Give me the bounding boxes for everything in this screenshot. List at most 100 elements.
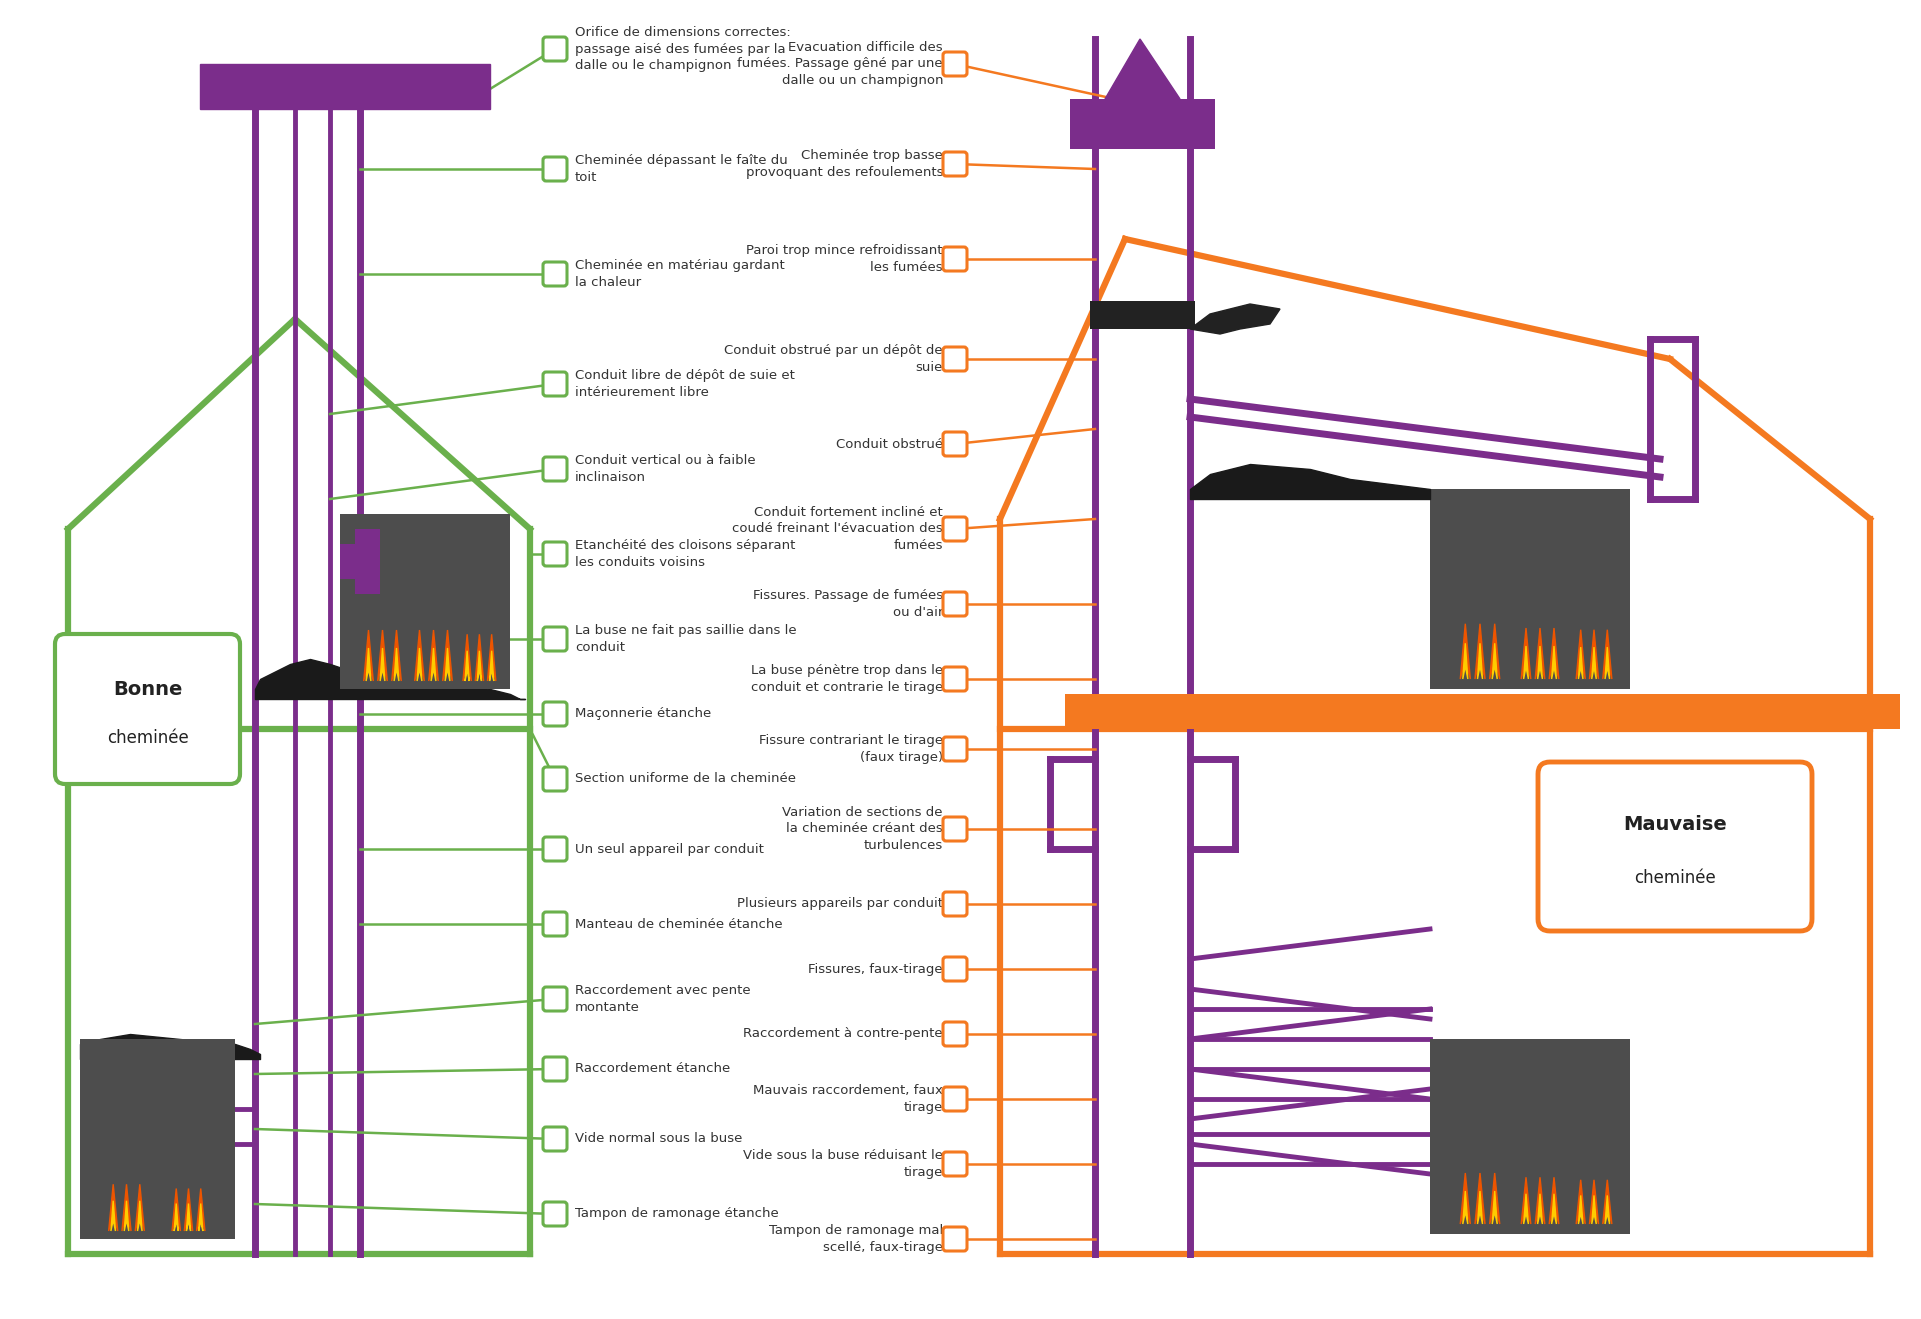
Polygon shape [446, 648, 450, 681]
FancyBboxPatch shape [943, 152, 966, 175]
Polygon shape [121, 1184, 131, 1231]
Bar [355, 529, 380, 594]
Text: Mauvais raccordement, faux
tirage: Mauvais raccordement, faux tirage [753, 1084, 943, 1113]
Text: cheminée: cheminée [1635, 869, 1715, 888]
Polygon shape [134, 1184, 144, 1231]
Polygon shape [1579, 1195, 1583, 1224]
Bar [200, 65, 490, 109]
Polygon shape [1493, 1191, 1496, 1224]
Polygon shape [476, 650, 482, 681]
Polygon shape [1593, 648, 1596, 679]
FancyBboxPatch shape [943, 892, 966, 915]
Polygon shape [196, 1188, 206, 1231]
Bar [81, 1039, 234, 1239]
Text: Cheminée en matériau gardant
la chaleur: Cheminée en matériau gardant la chaleur [574, 260, 786, 289]
Polygon shape [1593, 1195, 1596, 1224]
Polygon shape [175, 1203, 179, 1231]
Polygon shape [488, 634, 496, 681]
FancyBboxPatch shape [943, 1087, 966, 1111]
Text: Fissures. Passage de fumées
ou d'air: Fissures. Passage de fumées ou d'air [753, 590, 943, 619]
FancyBboxPatch shape [943, 247, 966, 270]
Polygon shape [109, 1184, 117, 1231]
Bar [1064, 694, 1900, 729]
Polygon shape [392, 630, 401, 681]
Polygon shape [1489, 1173, 1500, 1224]
Text: Maçonnerie étanche: Maçonnerie étanche [574, 707, 711, 720]
Polygon shape [380, 648, 384, 681]
Bar [1429, 489, 1631, 689]
Polygon shape [1589, 1179, 1598, 1224]
Text: Manteau de cheminée étanche: Manteau de cheminée étanche [574, 918, 782, 930]
Polygon shape [1579, 648, 1583, 679]
Polygon shape [111, 1200, 115, 1231]
Text: Conduit vertical ou à faible
inclinaison: Conduit vertical ou à faible inclinaison [574, 454, 755, 484]
Polygon shape [415, 630, 425, 681]
Polygon shape [1462, 1191, 1468, 1224]
FancyBboxPatch shape [943, 592, 966, 616]
FancyBboxPatch shape [544, 157, 567, 181]
Text: cheminée: cheminée [108, 728, 188, 747]
FancyBboxPatch shape [544, 838, 567, 861]
FancyBboxPatch shape [544, 702, 567, 725]
FancyBboxPatch shape [943, 1151, 966, 1177]
FancyBboxPatch shape [943, 1022, 966, 1046]
Bar [1070, 99, 1214, 149]
Polygon shape [1535, 628, 1544, 679]
FancyBboxPatch shape [544, 37, 567, 61]
Bar [1429, 1039, 1631, 1235]
FancyBboxPatch shape [544, 627, 567, 652]
Polygon shape [1189, 303, 1279, 334]
Polygon shape [1460, 624, 1470, 679]
Polygon shape [1460, 1173, 1470, 1224]
Polygon shape [1523, 1194, 1529, 1224]
Text: Conduit fortement incliné et
coudé freinant l'évacuation des
fumées: Conduit fortement incliné et coudé frein… [732, 506, 943, 551]
Polygon shape [1575, 1179, 1585, 1224]
Text: Conduit libre de dépôt de suie et
intérieurement libre: Conduit libre de dépôt de suie et intéri… [574, 369, 795, 398]
Polygon shape [378, 630, 388, 681]
FancyBboxPatch shape [544, 542, 567, 566]
FancyBboxPatch shape [943, 347, 966, 371]
Polygon shape [198, 1203, 204, 1231]
Polygon shape [1475, 1173, 1485, 1224]
Text: Raccordement à contre-pente: Raccordement à contre-pente [743, 1028, 943, 1041]
FancyBboxPatch shape [544, 262, 567, 286]
FancyBboxPatch shape [544, 372, 567, 396]
Polygon shape [463, 634, 471, 681]
Text: Variation de sections de
la cheminée créant des
turbulences: Variation de sections de la cheminée cré… [782, 806, 943, 852]
FancyBboxPatch shape [943, 816, 966, 842]
Text: Etanchéité des cloisons séparant
les conduits voisins: Etanchéité des cloisons séparant les con… [574, 539, 795, 568]
Text: Tampon de ramonage étanche: Tampon de ramonage étanche [574, 1207, 778, 1220]
Polygon shape [430, 648, 436, 681]
Polygon shape [1523, 646, 1529, 679]
Text: Vide sous la buse réduisant le
tirage: Vide sous la buse réduisant le tirage [743, 1149, 943, 1179]
FancyBboxPatch shape [544, 1202, 567, 1225]
Polygon shape [184, 1188, 192, 1231]
Text: Vide normal sous la buse: Vide normal sous la buse [574, 1133, 742, 1145]
Text: Evacuation difficile des
fumées. Passage gêné par une
dalle ou un champignon: Evacuation difficile des fumées. Passage… [738, 41, 943, 87]
FancyBboxPatch shape [943, 1227, 966, 1250]
Polygon shape [1477, 644, 1483, 679]
Polygon shape [1606, 1195, 1610, 1224]
Polygon shape [442, 630, 451, 681]
Polygon shape [1493, 644, 1496, 679]
FancyBboxPatch shape [943, 433, 966, 456]
FancyBboxPatch shape [544, 1126, 567, 1151]
FancyBboxPatch shape [943, 667, 966, 691]
Polygon shape [125, 1200, 129, 1231]
Polygon shape [417, 648, 423, 681]
Polygon shape [1575, 629, 1585, 679]
Polygon shape [1552, 1194, 1556, 1224]
Polygon shape [1537, 646, 1543, 679]
Bar [1089, 301, 1195, 328]
Polygon shape [138, 1200, 142, 1231]
Text: La buse pénètre trop dans le
conduit et contrarie le tirage: La buse pénètre trop dans le conduit et … [751, 665, 943, 694]
FancyBboxPatch shape [544, 456, 567, 481]
Text: Fissures, faux-tirage: Fissures, faux-tirage [809, 963, 943, 976]
Polygon shape [1477, 1191, 1483, 1224]
Text: Cheminée trop basse
provoquant des refoulements: Cheminée trop basse provoquant des refou… [745, 149, 943, 179]
Polygon shape [363, 630, 373, 681]
FancyBboxPatch shape [56, 634, 240, 783]
Text: Cheminée dépassant le faîte du
toit: Cheminée dépassant le faîte du toit [574, 154, 788, 183]
FancyBboxPatch shape [544, 987, 567, 1010]
Polygon shape [1475, 624, 1485, 679]
